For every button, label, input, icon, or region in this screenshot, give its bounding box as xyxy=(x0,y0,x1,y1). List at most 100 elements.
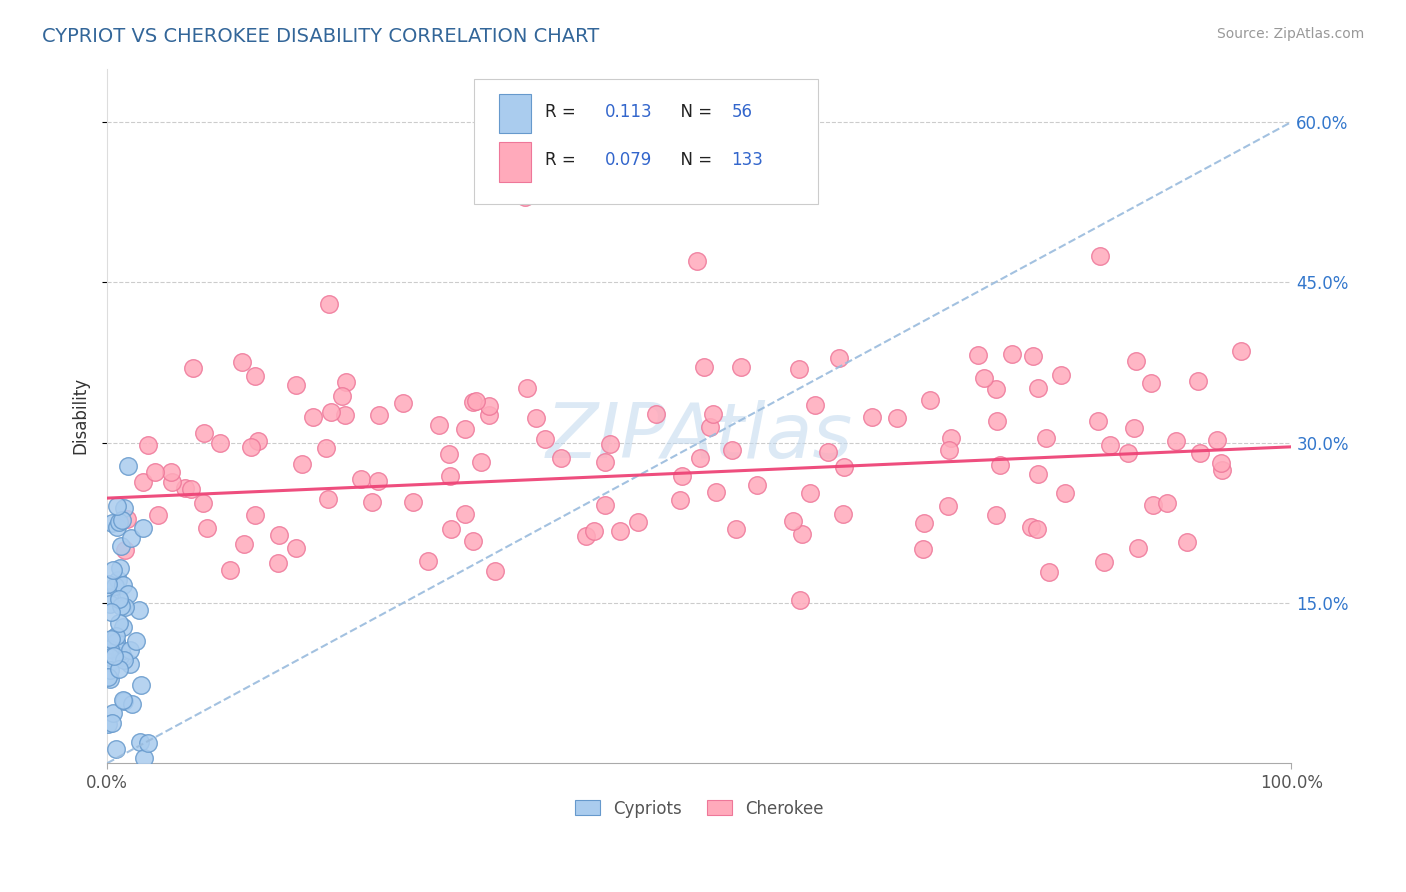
Point xyxy=(107,573,129,587)
Point xyxy=(516,381,538,395)
Point xyxy=(114,543,136,558)
Point xyxy=(120,642,142,657)
Point xyxy=(1019,520,1042,534)
Point xyxy=(454,422,477,436)
Point xyxy=(609,524,631,538)
Point xyxy=(98,663,121,677)
Point xyxy=(582,524,605,538)
Text: R =: R = xyxy=(546,152,586,169)
Point xyxy=(599,437,621,451)
Point xyxy=(108,561,131,575)
Point xyxy=(911,541,934,556)
Point xyxy=(1098,438,1121,452)
Point xyxy=(112,692,135,706)
Point xyxy=(129,678,152,692)
Point xyxy=(108,662,131,676)
Point xyxy=(465,393,488,408)
Text: 0.113: 0.113 xyxy=(605,103,652,120)
Point xyxy=(105,520,128,534)
Point xyxy=(645,408,668,422)
Point xyxy=(98,672,121,686)
Point xyxy=(1188,446,1211,460)
Point xyxy=(967,348,990,362)
Point xyxy=(101,516,124,530)
Point xyxy=(817,444,839,458)
Point xyxy=(454,508,477,522)
Text: ZIPAtlas: ZIPAtlas xyxy=(546,400,853,474)
Point xyxy=(239,440,262,454)
Point xyxy=(349,472,371,486)
Point xyxy=(787,362,810,376)
Point xyxy=(316,491,339,506)
Point xyxy=(1205,433,1227,447)
Point xyxy=(693,359,716,374)
Point xyxy=(513,190,536,204)
Point xyxy=(108,591,131,606)
Point xyxy=(105,629,128,643)
Point xyxy=(391,396,413,410)
Point xyxy=(626,516,648,530)
Point xyxy=(98,642,121,657)
Point xyxy=(174,482,197,496)
Point xyxy=(117,587,139,601)
Point xyxy=(219,563,242,577)
Point xyxy=(439,468,461,483)
Point xyxy=(534,433,557,447)
Point xyxy=(1026,467,1049,481)
Point xyxy=(461,534,484,549)
Point xyxy=(463,394,485,409)
Point xyxy=(112,578,135,592)
Point xyxy=(938,442,960,457)
Point xyxy=(524,410,547,425)
Point xyxy=(120,531,142,545)
Point xyxy=(1187,374,1209,388)
Point xyxy=(689,451,711,466)
Point xyxy=(112,694,135,708)
Point xyxy=(1026,381,1049,395)
Point xyxy=(1211,456,1233,470)
Text: 56: 56 xyxy=(731,103,752,120)
Point xyxy=(132,521,155,535)
Point xyxy=(368,409,391,423)
Point xyxy=(792,526,814,541)
Point xyxy=(97,671,120,685)
Point xyxy=(195,521,218,535)
Text: N =: N = xyxy=(669,152,723,169)
Point xyxy=(941,431,963,445)
Point xyxy=(478,408,501,422)
Point xyxy=(671,468,693,483)
Point xyxy=(1156,496,1178,510)
Point xyxy=(1142,498,1164,512)
Point xyxy=(1211,463,1233,477)
Point xyxy=(285,541,308,555)
Point xyxy=(101,716,124,731)
Point xyxy=(416,554,439,568)
Point xyxy=(986,414,1008,428)
Point xyxy=(108,648,131,663)
Point xyxy=(747,478,769,492)
Point xyxy=(143,466,166,480)
Point xyxy=(828,351,851,365)
Point xyxy=(1090,249,1112,263)
Point xyxy=(104,579,127,593)
Point xyxy=(1050,368,1073,382)
Point xyxy=(117,458,139,473)
Point xyxy=(1054,486,1077,500)
Point xyxy=(440,522,463,536)
Point xyxy=(246,434,269,448)
Point xyxy=(318,297,340,311)
Point xyxy=(243,508,266,523)
Point xyxy=(159,465,181,479)
Point xyxy=(112,500,135,515)
Point xyxy=(111,650,134,665)
Point xyxy=(973,371,995,385)
Point xyxy=(832,459,855,474)
Point xyxy=(269,528,291,542)
Point xyxy=(100,632,122,646)
Point xyxy=(110,599,132,613)
Point xyxy=(111,513,134,527)
Point xyxy=(335,376,357,390)
Point xyxy=(104,635,127,649)
Point xyxy=(367,474,389,488)
Point xyxy=(115,511,138,525)
